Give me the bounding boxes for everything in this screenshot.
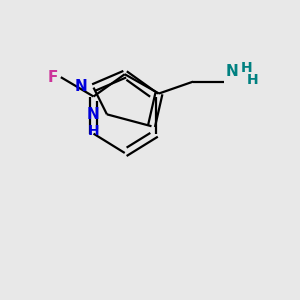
Text: H: H <box>88 124 100 138</box>
Text: N: N <box>226 64 239 79</box>
Text: N: N <box>87 107 100 122</box>
Text: H: H <box>247 73 258 87</box>
Text: N: N <box>75 79 88 94</box>
Text: F: F <box>47 70 58 85</box>
Text: H: H <box>241 61 252 75</box>
